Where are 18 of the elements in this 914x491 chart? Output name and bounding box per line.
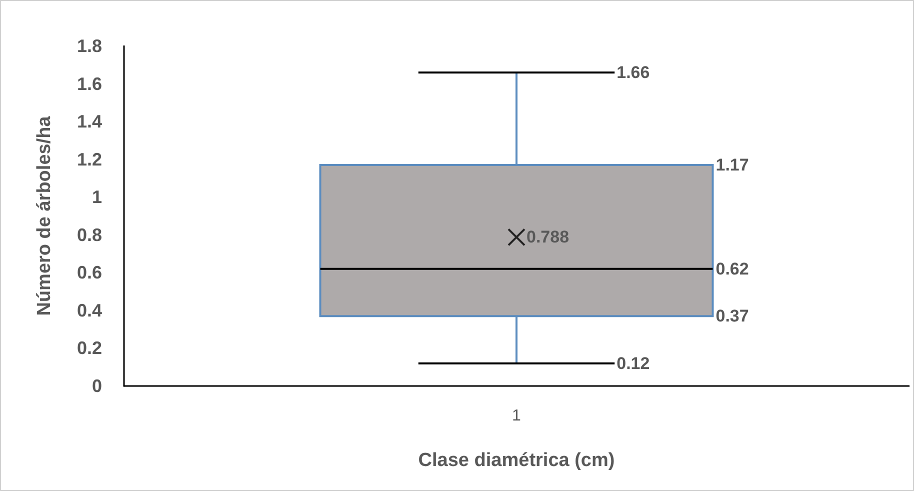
y-tick-label: 0.2	[76, 338, 102, 358]
y-tick-label: 0.4	[76, 300, 102, 320]
y-tick-label: 0	[92, 376, 102, 396]
y-tick-label: 1.2	[76, 149, 102, 170]
annotation: 0.788	[526, 228, 570, 247]
x-axis-title: Clase diamétrica (cm)	[418, 450, 615, 471]
annotation: 1.66	[616, 62, 650, 82]
annotation: 0.62	[716, 259, 749, 278]
y-tick-label: 1.4	[76, 112, 102, 132]
annotation: 0.37	[716, 306, 749, 326]
y-tick-label: 1.6	[76, 74, 102, 94]
y-tick-label: 0.8	[76, 224, 102, 245]
y-tick-label: 1.8	[76, 36, 102, 56]
y-tick-label: 1	[92, 187, 102, 208]
annotation: 1.17	[716, 156, 749, 174]
annotation: 0.12	[616, 354, 650, 373]
y-axis-title: Número de árboles/ha	[34, 116, 55, 316]
y-tick-label: 0.6	[76, 262, 102, 283]
